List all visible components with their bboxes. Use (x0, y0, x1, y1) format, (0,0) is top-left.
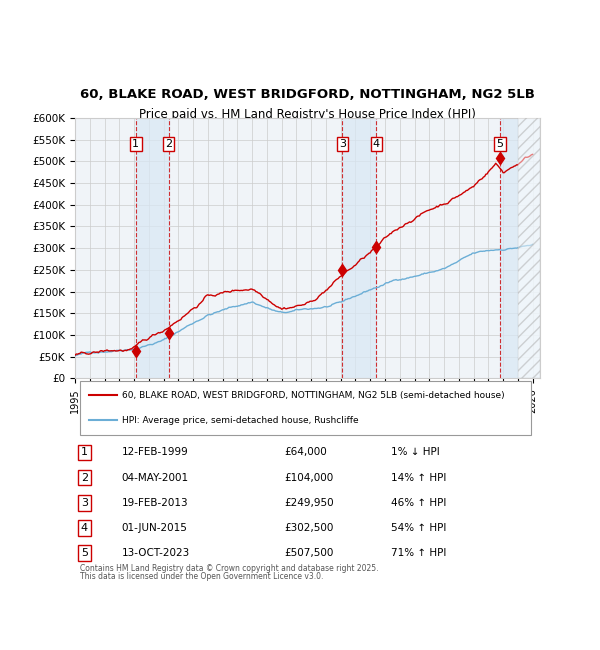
FancyBboxPatch shape (80, 382, 531, 436)
Text: 5: 5 (496, 139, 503, 149)
Text: 01-JUN-2015: 01-JUN-2015 (121, 523, 187, 533)
Text: 1% ↓ HPI: 1% ↓ HPI (391, 447, 440, 458)
Bar (500, 118, 540, 378)
Text: This data is licensed under the Open Government Licence v3.0.: This data is licensed under the Open Gov… (80, 572, 323, 581)
Text: £507,500: £507,500 (284, 548, 334, 558)
Text: 4: 4 (81, 523, 88, 533)
Text: 54% ↑ HPI: 54% ↑ HPI (391, 523, 446, 533)
Text: Price paid vs. HM Land Registry's House Price Index (HPI): Price paid vs. HM Land Registry's House … (139, 108, 476, 121)
Bar (343, 118, 376, 378)
Text: 2: 2 (81, 473, 88, 482)
Bar (136, 118, 169, 378)
Text: £302,500: £302,500 (284, 523, 334, 533)
Text: 46% ↑ HPI: 46% ↑ HPI (391, 498, 446, 508)
Text: 14% ↑ HPI: 14% ↑ HPI (391, 473, 446, 482)
Text: 1: 1 (133, 139, 139, 149)
Text: 71% ↑ HPI: 71% ↑ HPI (391, 548, 446, 558)
Text: 13-OCT-2023: 13-OCT-2023 (121, 548, 190, 558)
Text: 12-FEB-1999: 12-FEB-1999 (121, 447, 188, 458)
Text: 5: 5 (81, 548, 88, 558)
Text: 60, BLAKE ROAD, WEST BRIDGFORD, NOTTINGHAM, NG2 5LB (semi-detached house): 60, BLAKE ROAD, WEST BRIDGFORD, NOTTINGH… (121, 391, 504, 400)
Text: HPI: Average price, semi-detached house, Rushcliffe: HPI: Average price, semi-detached house,… (121, 416, 358, 425)
Text: £64,000: £64,000 (284, 447, 327, 458)
Text: Contains HM Land Registry data © Crown copyright and database right 2025.: Contains HM Land Registry data © Crown c… (80, 564, 378, 573)
Text: £249,950: £249,950 (284, 498, 334, 508)
Text: 04-MAY-2001: 04-MAY-2001 (121, 473, 188, 482)
Text: 2: 2 (165, 139, 172, 149)
Text: 4: 4 (373, 139, 380, 149)
Text: 1: 1 (81, 447, 88, 458)
Text: 60, BLAKE ROAD, WEST BRIDGFORD, NOTTINGHAM, NG2 5LB: 60, BLAKE ROAD, WEST BRIDGFORD, NOTTINGH… (80, 88, 535, 101)
Text: 19-FEB-2013: 19-FEB-2013 (121, 498, 188, 508)
Text: 3: 3 (81, 498, 88, 508)
Text: £104,000: £104,000 (284, 473, 334, 482)
Text: 3: 3 (339, 139, 346, 149)
